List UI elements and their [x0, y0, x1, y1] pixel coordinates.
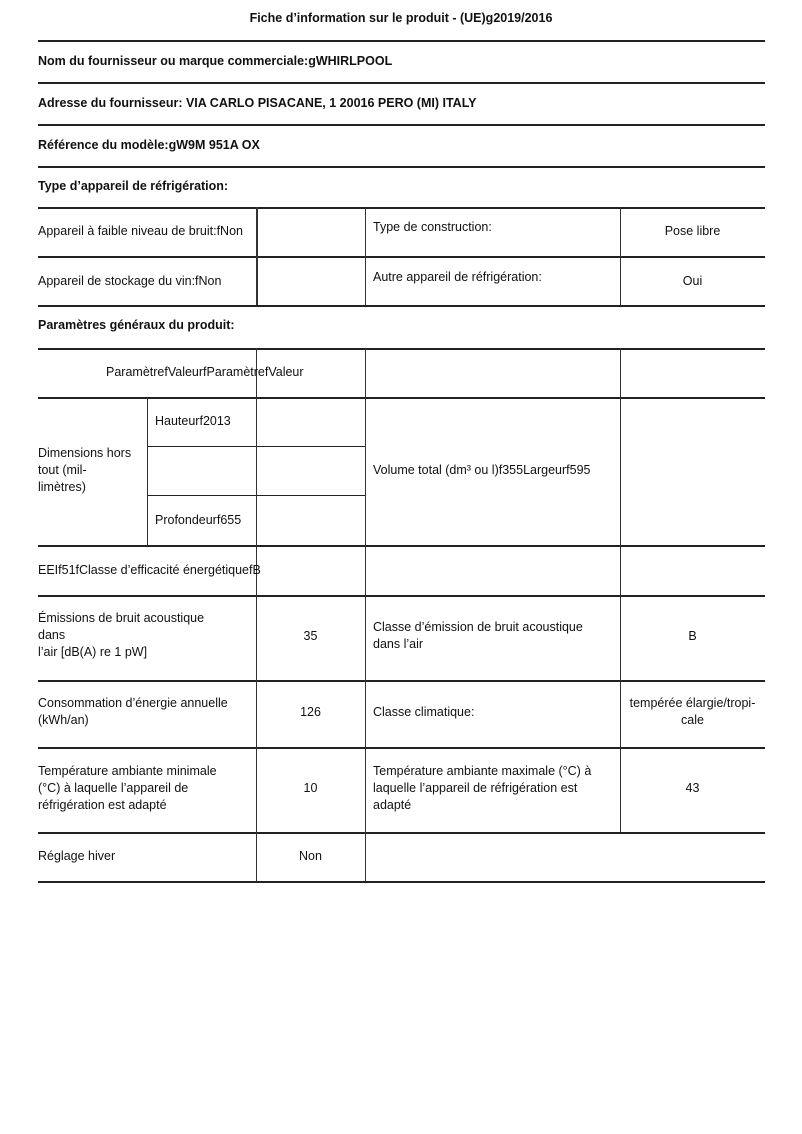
min-temperature-label: Température ambiante minimale (°C) à laq… — [38, 764, 217, 812]
divider — [365, 207, 366, 305]
divider — [38, 305, 765, 307]
divider — [38, 545, 765, 547]
low-noise-appliance: Appareil à faible niveau de bruit:fNon — [38, 224, 243, 238]
winter-setting-label: Réglage hiver — [38, 849, 116, 863]
divider — [38, 680, 765, 682]
divider — [147, 397, 148, 545]
wine-storage-appliance: Appareil de stockage du vin:fNon — [38, 274, 222, 288]
noise-class-value: B — [688, 629, 697, 643]
divider — [38, 747, 765, 749]
supplier-address: Adresse du fournisseur: VIA CARLO PISACA… — [38, 96, 477, 110]
depth-value: Profondeurf655 — [155, 513, 242, 527]
divider — [38, 82, 765, 84]
general-parameters-heading: Paramètres généraux du produit: — [38, 318, 235, 332]
climate-class-label: Classe climatique: — [373, 705, 475, 719]
winter-setting-value: Non — [299, 849, 322, 863]
volume-width-value: Volume total (dm³ ou l)f355Largeurf595 — [373, 463, 591, 477]
page-title: Fiche d’information sur le produit - (UE… — [249, 11, 553, 25]
dimensions-label: Dimensions hors tout (mil- limètres) — [38, 446, 132, 494]
divider — [38, 397, 765, 399]
divider — [38, 595, 765, 597]
energy-consumption-label: Consommation d’énergie annuelle (kWh/an) — [38, 696, 228, 727]
divider — [620, 348, 621, 832]
divider — [38, 881, 765, 883]
divider — [38, 256, 765, 258]
noise-class-label: Classe d’émission de bruit acoustique da… — [373, 620, 583, 651]
model-reference: Référence du modèle:gW9M 951A OX — [38, 138, 260, 152]
noise-emission-label: Émissions de bruit acoustique dans l’air… — [38, 611, 205, 659]
divider — [256, 207, 258, 305]
climate-class-value: tempérée élargie/tropi- cale — [629, 696, 756, 727]
divider — [38, 832, 765, 834]
supplier-name: Nom du fournisseur ou marque commerciale… — [38, 54, 393, 68]
max-temperature-value: 43 — [685, 781, 700, 795]
divider — [38, 40, 765, 42]
energy-efficiency: EEIf51fClasse d’efficacité énergétiquefB — [38, 563, 261, 577]
other-appliance-value: Oui — [682, 274, 703, 288]
noise-emission-value: 35 — [303, 629, 318, 643]
max-temperature-label: Température ambiante maximale (°C) à laq… — [373, 764, 592, 812]
min-temperature-value: 10 — [303, 781, 318, 795]
divider — [38, 124, 765, 126]
energy-consumption-value: 126 — [300, 705, 321, 719]
parameters-header-row: ParamètrefValeurfParamètrefValeur — [106, 365, 304, 379]
appliance-type-heading: Type d’appareil de réfrigération: — [38, 179, 229, 193]
divider — [38, 207, 765, 209]
divider — [620, 207, 621, 305]
divider — [38, 166, 765, 168]
construction-type-value: Pose libre — [664, 224, 721, 238]
height-value: Hauteurf2013 — [155, 414, 231, 428]
other-appliance-label: Autre appareil de réfrigération: — [373, 270, 542, 284]
divider — [256, 348, 257, 881]
construction-type-label: Type de construction: — [373, 220, 492, 234]
divider — [365, 348, 366, 881]
divider — [38, 348, 765, 350]
